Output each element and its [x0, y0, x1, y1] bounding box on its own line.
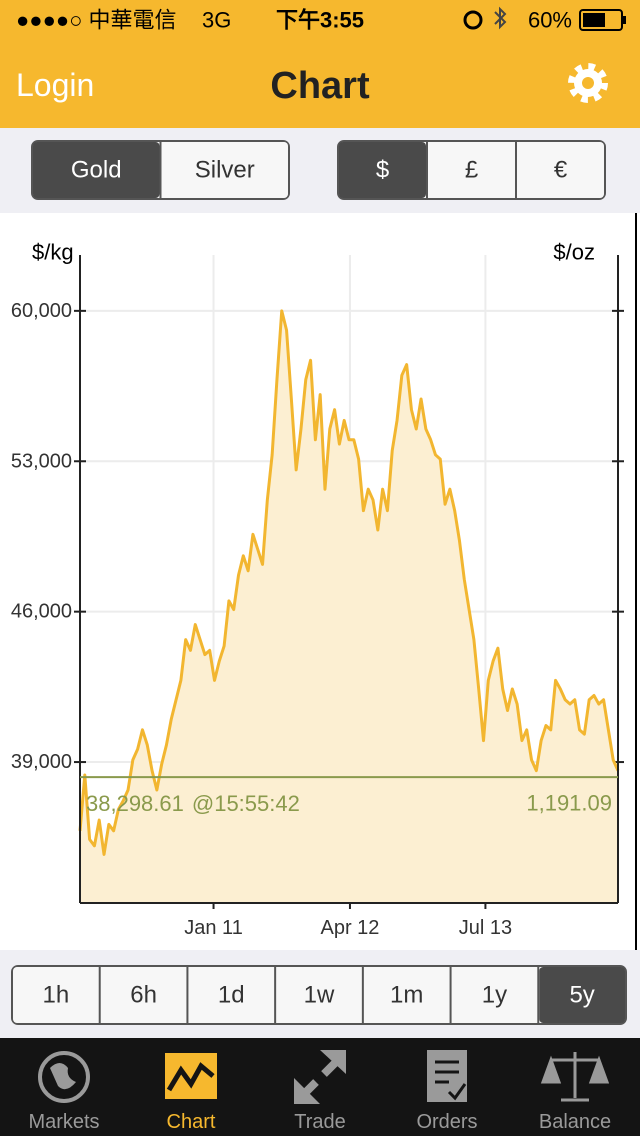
login-button[interactable]: Login	[16, 67, 94, 103]
segment-button[interactable]	[451, 967, 538, 1023]
segment-label[interactable]: $	[376, 157, 389, 184]
y-tick-label: 60,000	[11, 300, 72, 322]
tab-icon	[540, 1052, 610, 1102]
tab-icon	[50, 1063, 76, 1090]
tab-button[interactable]: Chart	[165, 1053, 217, 1133]
segment-button[interactable]	[517, 142, 604, 198]
x-tick-label: Apr 12	[320, 917, 379, 939]
segment-button[interactable]	[539, 967, 625, 1023]
segment-button[interactable]	[428, 142, 515, 198]
segment-label[interactable]: 1y	[482, 982, 507, 1009]
tab-button[interactable]: Orders	[416, 1050, 478, 1133]
segment-button[interactable]	[276, 967, 362, 1023]
y-axis-label: $/kg	[32, 240, 74, 265]
segment-label[interactable]: £	[465, 157, 478, 184]
tab-icon	[166, 1062, 215, 1092]
battery-tip	[623, 16, 626, 24]
y2-axis-label: $/oz	[553, 240, 595, 265]
segment-button[interactable]	[13, 967, 99, 1023]
y-tick-label: 53,000	[11, 450, 72, 472]
segment-label[interactable]: 5y	[569, 982, 594, 1009]
tab-button[interactable]: Balance	[539, 1052, 611, 1133]
segment-label[interactable]: €	[554, 157, 568, 184]
price-line	[78, 309, 620, 856]
segment-button[interactable]	[188, 967, 275, 1023]
segment-button[interactable]	[161, 142, 289, 198]
tab-label[interactable]: Orders	[416, 1111, 477, 1133]
gear-hole	[582, 77, 594, 89]
current-price: 38,298.61	[86, 791, 184, 816]
current-price-label: 38,298.61 @15:55:42	[86, 791, 300, 816]
tab-bar	[0, 1038, 640, 1136]
segment-button[interactable]	[363, 967, 450, 1023]
tab-icon	[427, 1050, 467, 1102]
clock: 下午3:55	[276, 8, 364, 33]
tab-label[interactable]: Markets	[28, 1111, 99, 1133]
carrier: ●●●●○ 中華電信	[16, 8, 177, 33]
network: 3G	[202, 8, 231, 33]
x-tick-label: Jan 11	[184, 917, 243, 939]
gear-teeth	[568, 63, 608, 103]
segment-button[interactable]	[339, 142, 426, 198]
battery-level	[583, 13, 605, 27]
price-area	[80, 310, 618, 903]
current-time: @15:55:42	[192, 791, 300, 816]
alarm-icon	[463, 10, 483, 30]
battery-icon	[579, 9, 623, 31]
bluetooth-icon	[494, 6, 507, 30]
tab-icon	[38, 1051, 90, 1103]
tab-icon	[435, 1060, 467, 1101]
y-tick-label: 39,000	[11, 751, 72, 773]
current-price-oz: 1,191.09	[526, 791, 612, 816]
tab-icon	[294, 1050, 346, 1104]
battery-text: 60%	[528, 8, 572, 33]
segment-label[interactable]: 1w	[304, 982, 335, 1009]
tab-button[interactable]: Trade	[294, 1050, 346, 1133]
segment-button[interactable]	[100, 967, 187, 1023]
segment-label[interactable]: Silver	[195, 157, 255, 184]
nav-title: Chart	[270, 65, 370, 107]
header-bg	[0, 0, 640, 128]
segment-label[interactable]: 1d	[218, 982, 245, 1009]
segment-label[interactable]: Gold	[71, 157, 122, 184]
x-tick-label: Jul 13	[459, 917, 512, 939]
settings-button[interactable]	[568, 63, 608, 103]
tab-label[interactable]: Balance	[539, 1111, 611, 1133]
tab-label[interactable]: Chart	[167, 1111, 216, 1133]
y-tick-label: 46,000	[11, 601, 72, 623]
segment-label[interactable]: 1m	[390, 982, 423, 1009]
tab-icon	[165, 1053, 217, 1099]
tab-button[interactable]: Markets	[28, 1051, 100, 1133]
segment-label[interactable]: 6h	[130, 982, 157, 1009]
segment-label[interactable]: 1h	[43, 982, 70, 1009]
tab-label[interactable]: Trade	[294, 1111, 346, 1133]
segment-button[interactable]	[33, 142, 160, 198]
